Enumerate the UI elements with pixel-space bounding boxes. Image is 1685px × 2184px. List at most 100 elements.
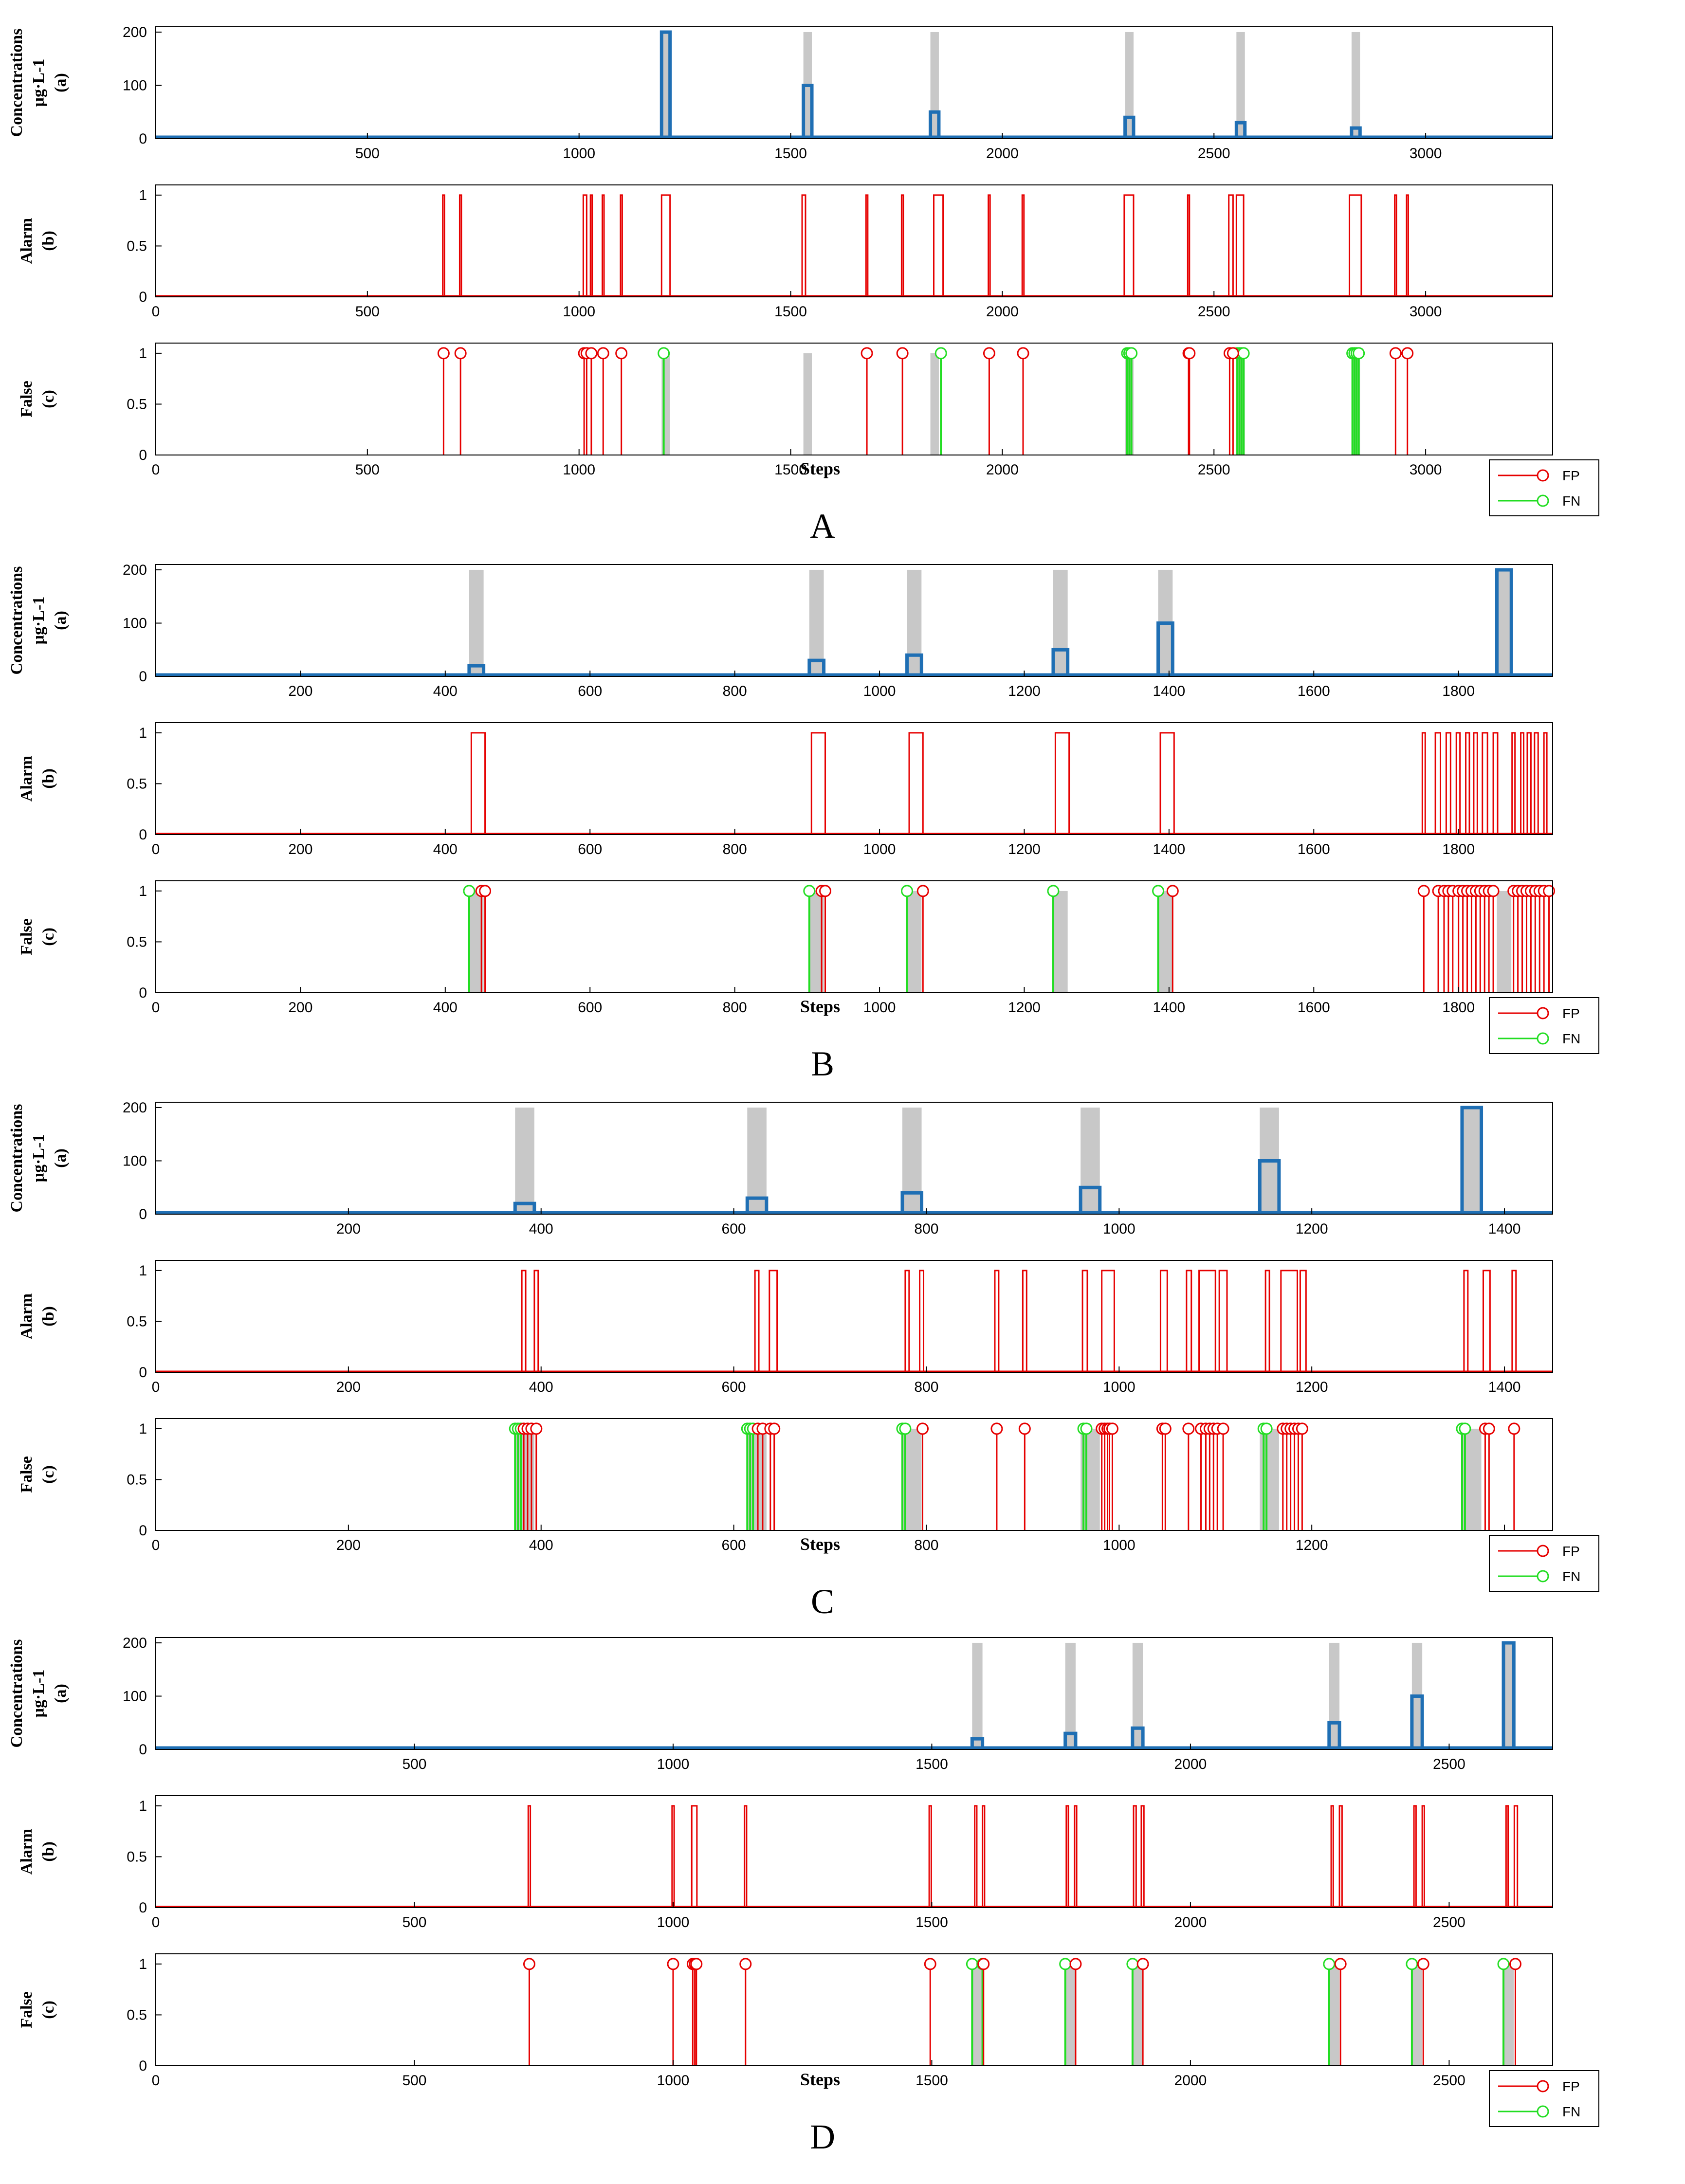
y-axis-label: (c) [39,390,57,408]
subplot-c: 00.510200400600800100012001400False(c)St… [18,1418,1599,1592]
x-tick-label: 2000 [986,304,1019,320]
fp-marker [977,1958,990,1970]
y-axis-label: (a) [52,611,70,630]
x-tick-label: 500 [402,1756,426,1772]
x-tick-label: 1000 [563,304,595,320]
x-tick-label: 2500 [1198,146,1230,162]
y-axis-label: (b) [39,1841,57,1862]
event-shade [1503,1964,1514,2066]
event-shade [907,891,922,993]
x-tick-label: 1200 [1296,1537,1328,1553]
legend-label-fn: FN [1562,1031,1580,1046]
x-tick-label: 600 [722,1221,746,1237]
alarm-pulse [1526,732,1532,834]
fn-marker [1125,347,1138,360]
y-tick-label: 0.5 [127,1849,147,1865]
x-tick-label: 1500 [916,1914,948,1930]
y-axis-label: (a) [52,73,70,92]
x-tick-label: 400 [529,1221,553,1237]
subplot-a: 0 100 200 500 1000 1500 2000 2500 3000 Concentrat… [8,24,1553,162]
alarm-pulse [1235,194,1245,296]
x-tick-label: 600 [722,1537,746,1553]
y-tick-label: 0.5 [127,1472,147,1488]
fp-marker [585,347,598,360]
event-shade [930,353,939,455]
alarm-pulse [1492,732,1499,834]
concentration-pulse [1258,1159,1281,1213]
legend-label-fp: FP [1562,468,1580,483]
x-tick-label: 500 [402,2073,426,2089]
event-shade [1081,1107,1100,1214]
x-tick-label: 500 [355,462,380,478]
concentration-pulse [467,664,486,675]
x-tick-label: 800 [914,1537,938,1553]
y-tick-label: 0.5 [127,776,147,792]
y-tick-label: 1 [139,1798,147,1814]
y-tick-label: 0 [139,2058,147,2074]
y-tick-label: 0 [139,985,147,1001]
alarm-pulse [1445,732,1451,834]
x-tick-label: 1500 [774,304,807,320]
legend-label-fp: FP [1562,1006,1580,1021]
y-axis-label: Alarm [18,1293,36,1339]
legend-marker-fp [1537,1007,1549,1019]
axes-frame [155,1102,1553,1215]
alarm-pulse [533,1270,539,1371]
fp-marker [437,347,450,360]
subplot-a: 0 100 200 200 400 600 800 1000 1200 1400 Concentra… [8,1100,1553,1237]
y-tick-label: 0 [139,1206,147,1222]
alarm-pulse [1186,1270,1192,1371]
x-tick-label: 600 [722,1379,746,1395]
legend-label-fp: FP [1562,1544,1580,1559]
event-shade [1065,1642,1076,1749]
alarm-pulse [521,1270,527,1371]
fp-marker [1227,347,1239,360]
alarm-pulse [620,194,623,296]
alarm-pulse [1338,1805,1343,1907]
alarm-pulse [1543,732,1548,834]
event-shade [1236,32,1245,139]
y-tick-label: 1 [139,187,147,203]
x-tick-label: 200 [336,1379,361,1395]
y-tick-label: 0 [139,1742,147,1758]
fn-marker [658,347,670,360]
alarm-pulse [1534,732,1539,834]
alarm-pulse [801,194,806,296]
subplot-b: 0 0.5 1 0 500 1000 1500 2000 2500 Alarm (b) [18,1795,1553,1930]
alarm-pulse [1081,1270,1088,1371]
alarm-pulse [988,194,991,296]
alarm-pulse [1054,732,1070,834]
legend-marker-fn [1537,1032,1549,1045]
y-tick-label: 1 [139,1421,147,1437]
fp-marker [597,347,609,360]
x-tick-label: 1400 [1153,683,1185,699]
y-tick-label: 1 [139,1956,147,1972]
fp-marker [1334,1958,1347,1970]
x-tick-label: 0 [152,2073,160,2089]
y-axis-label: False [18,1991,36,2028]
concentration-pulse [1131,1726,1145,1748]
x-tick-label: 1400 [1488,1221,1521,1237]
x-tick-label: 1200 [1296,1221,1328,1237]
y-tick-label: 0 [139,1900,147,1916]
legend-marker-fp [1537,469,1549,482]
x-tick-label: 3000 [1410,462,1442,478]
legend-label-fn: FN [1562,493,1580,509]
fp-marker [1543,885,1556,897]
event-shade [972,1642,983,1749]
fn-marker [901,885,914,897]
concentration-pulse [1495,568,1513,675]
x-tick-label: 1800 [1442,1000,1475,1016]
event-shade [1053,891,1068,993]
x-tick-label: 1200 [1008,683,1041,699]
alarm-pulse [1299,1270,1307,1371]
fp-marker [1417,885,1430,897]
alarm-pulse [1074,1805,1078,1907]
alarm-pulse [671,1805,675,1907]
x-tick-label: 200 [288,683,312,699]
x-tick-label: 1500 [916,2073,948,2089]
y-tick-label: 0 [139,669,147,685]
fn-marker [1497,1958,1510,1970]
x-tick-label: 1000 [563,146,595,162]
